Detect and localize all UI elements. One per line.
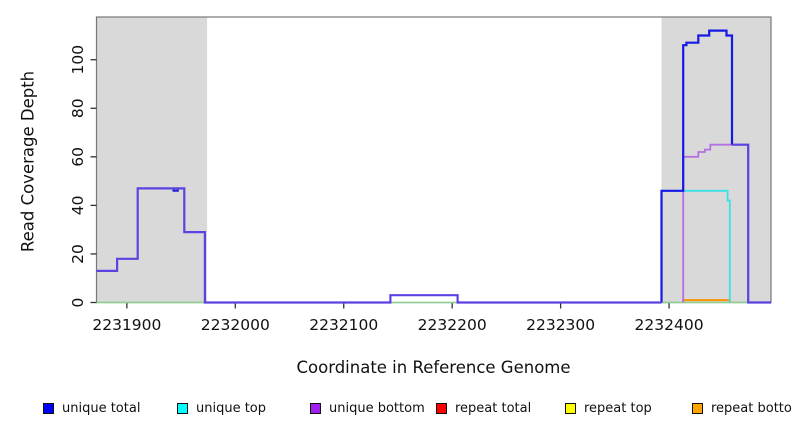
series-unique-total-right-line — [660, 29, 734, 303]
legend-swatch-unique-bottom — [310, 402, 321, 414]
x-tick-label: 2232400 — [635, 316, 704, 334]
y-tick-label: 0 — [69, 298, 87, 308]
x-tick-label: 2232200 — [418, 316, 487, 334]
legend-label: unique total — [62, 400, 141, 416]
x-tick-label: 2231900 — [92, 316, 161, 334]
shaded-region-left-flank — [96, 17, 208, 303]
y-axis: 0 20 40 60 80 100 — [69, 45, 97, 308]
legend-item-unique-top: unique top — [177, 400, 266, 416]
y-tick-label: 60 — [69, 147, 87, 167]
legend-swatch-unique-top — [177, 402, 188, 414]
legend-label: repeat bottom — [711, 400, 792, 416]
series-unique-bottom-line — [682, 143, 750, 303]
x-axis-title: Coordinate in Reference Genome — [296, 358, 571, 377]
legend-item-repeat-bottom: repeat bottom — [692, 400, 792, 416]
legend-swatch-repeat-top — [565, 402, 576, 414]
x-tick-label: 2232300 — [526, 316, 595, 334]
legend-swatch-repeat-bottom — [692, 402, 703, 414]
legend-swatch-unique-total — [43, 402, 54, 414]
x-tick-label: 2232100 — [309, 316, 378, 334]
shaded-region-right-flank — [661, 17, 771, 303]
y-tick-label: 20 — [69, 244, 87, 264]
legend-item-unique-total: unique total — [43, 400, 140, 416]
legend-label: unique bottom — [329, 400, 425, 416]
x-tick-label: 2232000 — [201, 316, 270, 334]
series-unique-total-tail-line — [732, 143, 771, 304]
legend-label: repeat total — [455, 400, 532, 416]
y-tick-label: 80 — [69, 98, 87, 118]
y-tick-label: 40 — [69, 196, 87, 216]
legend-item-unique-bottom: unique bottom — [310, 400, 425, 416]
legend: unique total unique top unique bottom re… — [0, 400, 792, 418]
series-unique-total-left-line — [96, 187, 662, 304]
legend-label: unique top — [196, 400, 267, 416]
legend-item-repeat-top: repeat top — [565, 400, 652, 416]
y-axis-title: Read Coverage Depth — [18, 70, 38, 253]
legend-item-repeat-total: repeat total — [436, 400, 531, 416]
legend-swatch-repeat-total — [436, 402, 447, 414]
series-unique-total-notch-line — [172, 188, 179, 192]
x-axis: 2231900 2232000 2232100 2232200 2232300 22324… — [92, 302, 704, 334]
y-tick-label: 100 — [69, 45, 87, 75]
legend-label: repeat top — [584, 400, 652, 416]
